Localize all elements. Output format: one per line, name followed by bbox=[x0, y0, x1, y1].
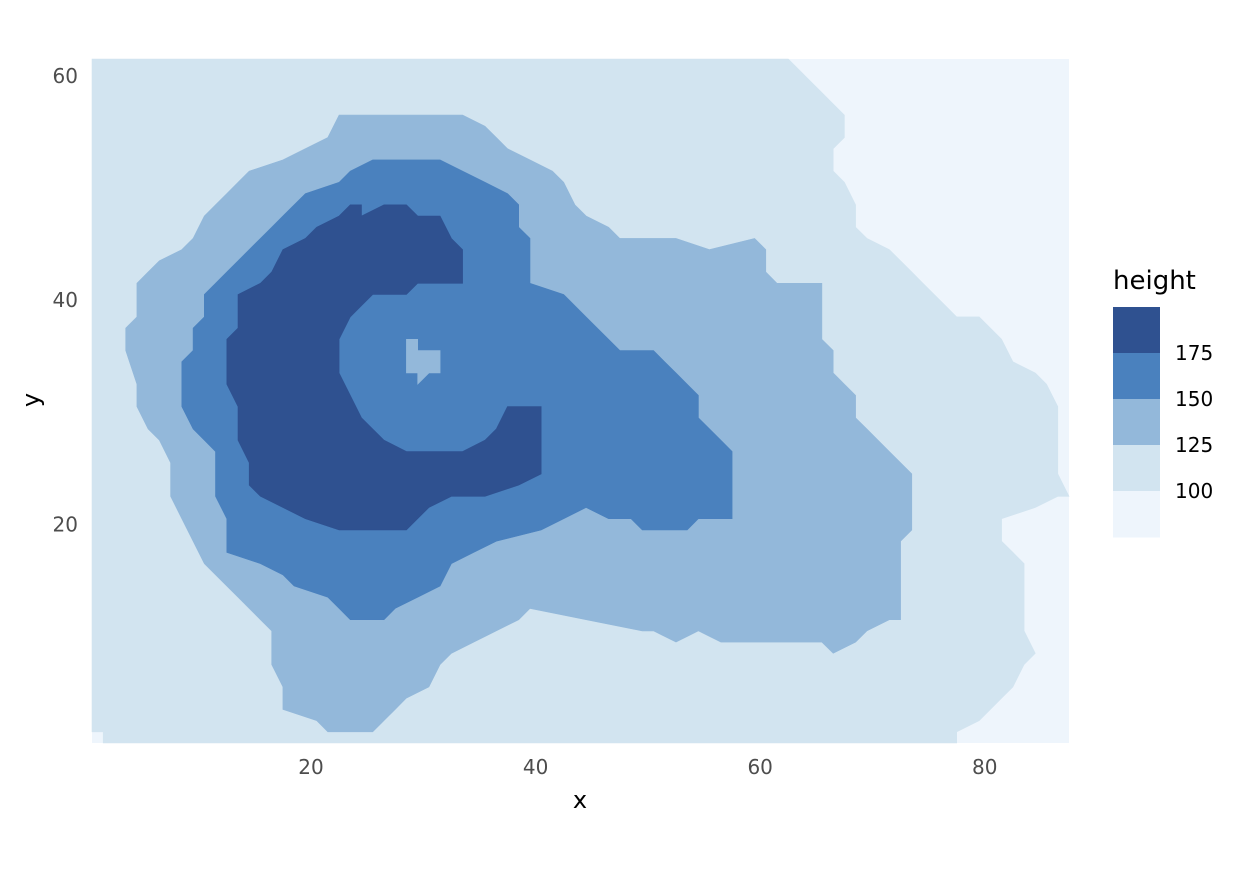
legend-key bbox=[1113, 353, 1160, 400]
x-tick-label: 40 bbox=[523, 755, 548, 779]
legend-key bbox=[1113, 307, 1160, 354]
legend-label: 125 bbox=[1175, 433, 1213, 457]
legend-label: 150 bbox=[1175, 387, 1213, 411]
x-tick-label: 20 bbox=[298, 755, 323, 779]
legend-label: 175 bbox=[1175, 341, 1213, 365]
legend-title: height bbox=[1113, 266, 1196, 296]
plot-panel bbox=[91, 58, 1070, 744]
legend-key bbox=[1113, 491, 1160, 538]
heat-region-3 bbox=[226, 204, 542, 531]
x-tick-label: 80 bbox=[972, 755, 997, 779]
heat-region-5 bbox=[406, 339, 441, 385]
legend: height 175 150 125 100 bbox=[1113, 266, 1213, 538]
x-axis-title: x bbox=[573, 786, 587, 814]
y-tick-label: 60 bbox=[53, 64, 78, 88]
y-tick-label: 40 bbox=[53, 288, 78, 312]
legend-key bbox=[1113, 445, 1160, 492]
x-tick-label: 60 bbox=[747, 755, 772, 779]
legend-label: 100 bbox=[1175, 479, 1213, 503]
y-tick-label: 20 bbox=[53, 512, 78, 536]
legend-key bbox=[1113, 399, 1160, 446]
x-axis: 20 40 60 80 bbox=[298, 755, 997, 779]
y-axis-title: y bbox=[17, 393, 45, 407]
y-axis: 20 40 60 bbox=[53, 64, 78, 537]
